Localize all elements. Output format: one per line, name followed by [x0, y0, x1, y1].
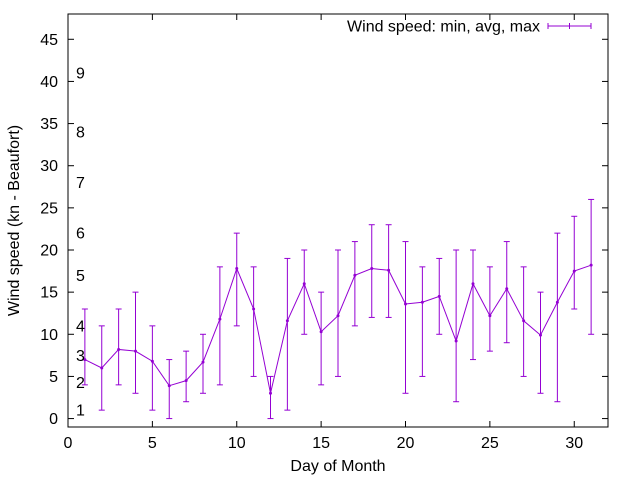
data-point	[134, 349, 137, 353]
data-point	[117, 347, 121, 351]
legend-label: Wind speed: min, avg, max	[347, 19, 540, 36]
x-tick-label: 0	[64, 435, 73, 452]
x-tick-label: 15	[312, 435, 330, 452]
data-point	[572, 269, 576, 273]
beaufort-label: 6	[76, 226, 85, 243]
y-tick-label: 30	[40, 158, 58, 175]
beaufort-label: 2	[76, 375, 85, 392]
data-point	[167, 384, 171, 388]
y-tick-label: 45	[40, 32, 58, 49]
series-layer	[81, 198, 595, 420]
data-point	[336, 314, 340, 318]
data-point	[302, 282, 306, 286]
plot-frame	[67, 13, 609, 428]
y-tick-label: 20	[40, 243, 58, 260]
data-point	[488, 314, 492, 318]
x-tick-label: 5	[148, 435, 157, 452]
beaufort-label: 7	[76, 175, 85, 192]
beaufort-label: 9	[76, 66, 85, 83]
data-point	[589, 263, 593, 267]
data-point	[420, 300, 424, 304]
y-tick-label: 5	[49, 369, 58, 386]
x-tick-label: 25	[481, 435, 499, 452]
y-tick-label: 15	[40, 285, 58, 302]
y-tick-label: 0	[49, 411, 58, 428]
beaufort-scale: 1 2 3 4 5 6 7 8 9	[76, 66, 85, 420]
x-axis: 0 5 10 15 20 25 30	[64, 14, 583, 452]
data-point	[471, 282, 475, 286]
data-point	[83, 358, 87, 362]
data-point	[505, 287, 509, 291]
beaufort-label: 8	[76, 125, 85, 142]
data-point	[555, 300, 559, 304]
data-point	[201, 360, 205, 364]
y-tick-label: 10	[40, 327, 58, 344]
x-tick-label: 30	[565, 435, 583, 452]
y-tick-label: 25	[40, 200, 58, 217]
data-point	[100, 366, 104, 370]
data-point	[184, 379, 188, 383]
data-point	[404, 302, 407, 306]
data-point	[285, 319, 289, 323]
data-point	[150, 359, 154, 363]
y-tick-label: 35	[40, 116, 58, 133]
data-point	[235, 267, 239, 271]
data-point	[353, 273, 357, 277]
data-point	[387, 268, 391, 272]
data-point	[437, 294, 441, 298]
beaufort-label: 4	[76, 318, 85, 335]
beaufort-label: 3	[76, 348, 85, 365]
data-point	[539, 333, 542, 337]
beaufort-label: 5	[76, 268, 85, 285]
x-tick-label: 10	[228, 435, 246, 452]
data-point	[218, 317, 222, 321]
data-point	[319, 330, 323, 334]
data-point	[370, 267, 374, 271]
y-tick-label: 40	[40, 74, 58, 91]
beaufort-label: 1	[76, 403, 85, 420]
x-axis-title: Day of Month	[290, 458, 385, 475]
data-point	[454, 339, 458, 343]
legend: Wind speed: min, avg, max	[347, 19, 592, 36]
x-tick-label: 20	[397, 435, 415, 452]
data-point	[269, 391, 272, 395]
y-axis-title: Wind speed (kn - Beaufort)	[6, 125, 23, 316]
data-point	[522, 319, 526, 323]
data-point	[252, 307, 256, 311]
